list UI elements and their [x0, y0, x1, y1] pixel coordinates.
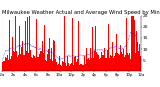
Text: Milwaukee Weather Actual and Average Wind Speed by Minute mph (Last 24 Hours): Milwaukee Weather Actual and Average Win… [2, 10, 160, 15]
